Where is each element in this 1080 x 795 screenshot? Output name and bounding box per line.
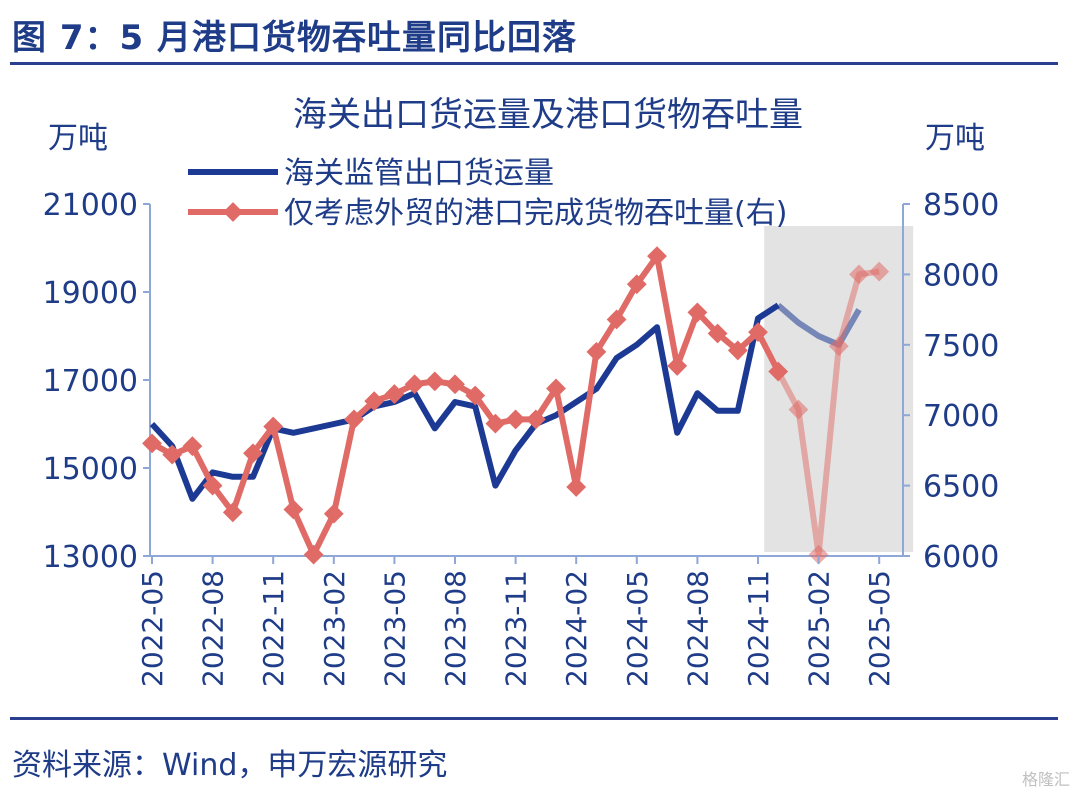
- salmon-point: [727, 340, 748, 361]
- salmon-point: [566, 477, 587, 497]
- x-tick-label: 2025-02: [803, 570, 836, 687]
- right-tick-label: 6500: [923, 470, 999, 505]
- x-tick-label: 2024-05: [621, 570, 654, 687]
- salmon-point: [586, 341, 607, 362]
- salmon-point: [687, 302, 708, 323]
- salmon-point: [384, 384, 405, 404]
- salmon-point: [849, 264, 869, 285]
- salmon-point: [606, 309, 627, 330]
- bottom-rule: [10, 717, 1058, 720]
- x-tick-label: 2022-11: [257, 570, 290, 687]
- legend-label-navy: 海关监管出口货运量: [284, 156, 554, 191]
- salmon-point: [424, 371, 445, 392]
- x-tick-label: 2023-05: [378, 570, 411, 687]
- salmon-point: [202, 475, 223, 496]
- x-tick-label: 2023-11: [500, 570, 533, 687]
- top-rule: [10, 62, 1058, 65]
- x-tick-label: 2024-08: [681, 570, 714, 687]
- watermark: 格隆汇: [1021, 770, 1070, 789]
- salmon-point: [303, 544, 324, 565]
- left-tick-label: 21000: [43, 188, 138, 223]
- salmon-point: [485, 413, 506, 434]
- series-line-navy: [149, 302, 780, 502]
- salmon-point: [828, 336, 849, 357]
- x-tick-label: 2022-05: [136, 570, 169, 687]
- salmon-point: [142, 433, 162, 454]
- salmon-point: [869, 261, 890, 282]
- salmon-point: [323, 503, 344, 524]
- right-tick-label: 7500: [923, 329, 999, 364]
- chart-title: 海关出口货运量及港口货物吞吐量: [293, 95, 803, 135]
- salmon-point: [243, 443, 263, 464]
- salmon-point: [162, 444, 183, 465]
- salmon-point: [344, 409, 364, 430]
- left-tick-label: 13000: [43, 540, 138, 575]
- right-tick-label: 7000: [923, 399, 999, 434]
- salmon-point: [525, 409, 546, 430]
- x-tick-label: 2023-02: [318, 570, 351, 687]
- salmon-point: [182, 436, 203, 457]
- legend: 海关监管出口货运量 仅考虑外贸的港口完成货物吞吐量(右): [188, 156, 787, 231]
- salmon-point: [647, 246, 667, 266]
- x-tick-label: 2024-02: [560, 570, 593, 687]
- salmon-point: [707, 323, 728, 344]
- salmon-point: [283, 499, 304, 520]
- source-note: 资料来源：Wind，申万宏源研究: [12, 748, 448, 783]
- chart: 海关出口货运量及港口货物吞吐量 万吨 万吨 海关监管出口货运量 仅考虑外贸的港口…: [43, 95, 1000, 687]
- salmon-point: [748, 322, 768, 343]
- right-tick-label: 8000: [923, 258, 999, 293]
- left-tick-label: 15000: [43, 452, 138, 487]
- salmon-point: [626, 274, 647, 295]
- salmon-point: [364, 391, 385, 412]
- x-tick-label: 2024-11: [742, 570, 775, 687]
- left-tick-label: 19000: [43, 276, 138, 311]
- left-axis-unit: 万吨: [48, 121, 108, 156]
- x-tick-label: 2025-05: [863, 570, 896, 687]
- salmon-point: [667, 356, 688, 376]
- salmon-point: [404, 374, 425, 395]
- right-tick-label: 8500: [923, 188, 999, 223]
- salmon-point: [546, 378, 566, 399]
- salmon-point: [768, 361, 789, 382]
- salmon-point: [263, 416, 284, 437]
- right-tick-label: 6000: [923, 540, 999, 575]
- salmon-point: [445, 374, 465, 395]
- x-tick-label: 2023-08: [439, 570, 472, 687]
- salmon-point: [808, 544, 829, 565]
- figure-title: 图 7：5 月港口货物吞吐量同比回落: [12, 18, 577, 58]
- legend-label-salmon: 仅考虑外贸的港口完成货物吞吐量(右): [284, 196, 787, 231]
- x-tick-label: 2022-08: [197, 570, 230, 687]
- salmon-point: [465, 385, 486, 406]
- legend-marker-salmon: [223, 202, 243, 222]
- salmon-point: [505, 409, 526, 430]
- right-axis-unit: 万吨: [925, 121, 985, 156]
- left-tick-label: 17000: [43, 364, 138, 399]
- salmon-point: [788, 399, 809, 420]
